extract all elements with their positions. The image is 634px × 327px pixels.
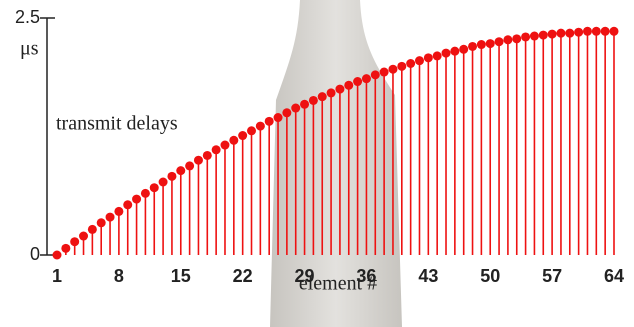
stem-marker: [495, 37, 504, 46]
stem-marker: [574, 28, 583, 37]
stem-marker: [300, 100, 309, 109]
stem-marker: [194, 156, 203, 165]
annotation: transmit delays: [56, 113, 178, 135]
x-tick-label: 36: [356, 266, 376, 286]
x-tick-label: 50: [480, 266, 500, 286]
x-tick-label: 29: [295, 266, 315, 286]
y-tick-label: 2.5: [15, 7, 40, 27]
x-tick-label: 57: [542, 266, 562, 286]
stem-marker: [274, 113, 283, 122]
stem-marker: [114, 207, 123, 216]
stem-marker: [203, 151, 212, 160]
stem-marker: [291, 104, 300, 113]
stem-marker: [256, 122, 265, 131]
stem-marker: [282, 108, 291, 117]
stem-marker: [167, 172, 176, 181]
x-tick-label: 1: [52, 266, 62, 286]
stem-marker: [388, 65, 397, 74]
x-tick-label: 15: [171, 266, 191, 286]
stem-marker: [486, 39, 495, 48]
stem-marker: [97, 218, 106, 227]
stem-marker: [530, 32, 539, 41]
stem-marker: [176, 166, 185, 175]
stem-marker: [380, 68, 389, 77]
stem-marker: [556, 29, 565, 38]
stem-marker: [344, 81, 353, 90]
stem-marker: [503, 35, 512, 44]
stem-marker: [132, 195, 141, 204]
stem-marker: [141, 189, 150, 198]
stem-marker: [406, 59, 415, 68]
y-axis-unit: μs: [20, 38, 39, 60]
stem-marker: [185, 161, 194, 170]
stem-marker: [265, 117, 274, 126]
stem-marker: [88, 225, 97, 234]
stem-marker: [327, 88, 336, 97]
stem-marker: [159, 178, 168, 187]
stem-marker: [477, 40, 486, 49]
stem-marker: [433, 51, 442, 60]
stem-marker: [318, 92, 327, 101]
stem-marker: [601, 27, 610, 36]
x-tick-label: 22: [233, 266, 253, 286]
stem-marker: [592, 27, 601, 36]
x-tick-label: 64: [604, 266, 624, 286]
stem-marker: [220, 141, 229, 150]
x-tick-label: 8: [114, 266, 124, 286]
y-tick-label: 0: [30, 244, 40, 264]
stem-marker: [123, 200, 132, 209]
stem-marker: [397, 62, 406, 71]
stem-marker: [335, 85, 344, 94]
stem-marker: [450, 47, 459, 56]
stem-marker: [424, 53, 433, 62]
stem-marker: [442, 49, 451, 58]
x-tick-label: 43: [418, 266, 438, 286]
stem-marker: [70, 237, 79, 246]
stem-marker: [362, 74, 371, 83]
stem-marker: [61, 244, 70, 253]
stem-marker: [229, 136, 238, 145]
stem-marker: [238, 131, 247, 140]
stem-marker: [548, 30, 557, 39]
stem-marker: [512, 34, 521, 43]
stem-marker: [53, 251, 62, 260]
stem-marker: [415, 56, 424, 65]
stem-marker: [459, 45, 468, 54]
stem-marker: [106, 213, 115, 222]
stem-marker: [247, 126, 256, 135]
stem-marker: [539, 31, 548, 40]
stem-marker: [212, 145, 221, 154]
stem-marker: [150, 183, 159, 192]
stem-marker: [353, 77, 362, 86]
stem-marker: [79, 232, 88, 241]
chart: μs transmit delays element # 02.51815222…: [0, 0, 634, 327]
stem-marker: [371, 70, 380, 79]
stem-marker: [521, 32, 530, 41]
stem-marker: [583, 27, 592, 36]
stem-marker: [610, 27, 619, 36]
stem-marker: [468, 42, 477, 51]
stem-marker: [309, 96, 318, 105]
stem-marker: [565, 29, 574, 38]
